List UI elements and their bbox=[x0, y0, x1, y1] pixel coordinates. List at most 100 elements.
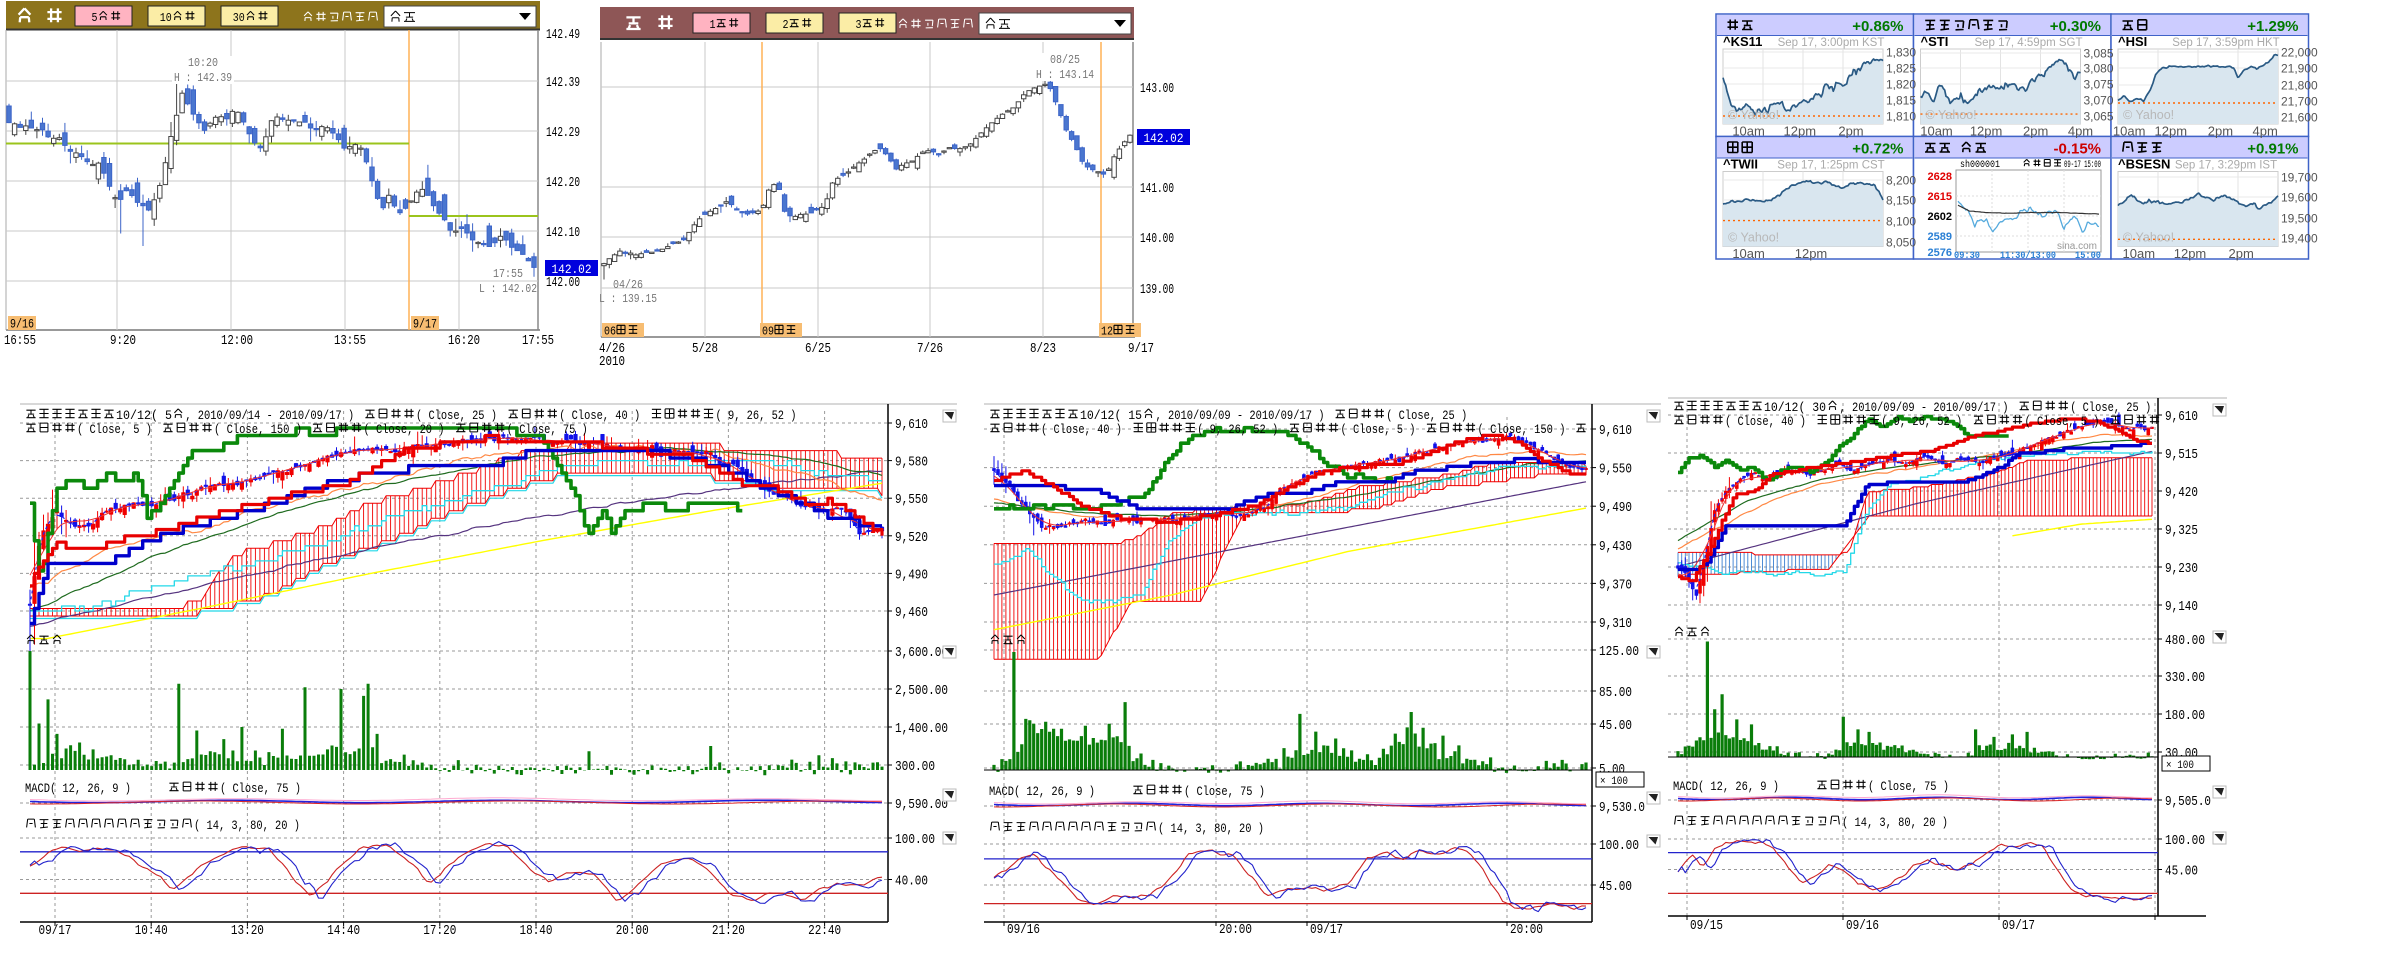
svg-text:9,610: 9,610 bbox=[2165, 410, 2198, 425]
svg-text:+0.72%: +0.72% bbox=[1852, 141, 1903, 158]
svg-text:1: 1 bbox=[710, 18, 716, 32]
svg-text:17:20: 17:20 bbox=[423, 924, 456, 939]
svg-text:2pm: 2pm bbox=[1838, 124, 1863, 139]
svg-text:10:20: 10:20 bbox=[188, 56, 218, 70]
svg-text:5: 5 bbox=[92, 11, 98, 25]
svg-text:MACD( 12, 26, 9 ): MACD( 12, 26, 9 ) bbox=[989, 785, 1095, 799]
svg-text:9/16: 9/16 bbox=[10, 318, 34, 332]
svg-text:4pm: 4pm bbox=[2253, 124, 2278, 139]
svg-text:3,085: 3,085 bbox=[2084, 47, 2114, 61]
svg-text:8/23: 8/23 bbox=[1030, 342, 1056, 357]
svg-text:© Yahoo!: © Yahoo! bbox=[2123, 108, 2174, 122]
svg-text:10am: 10am bbox=[1732, 246, 1765, 261]
svg-text:15:00: 15:00 bbox=[2075, 250, 2101, 262]
svg-text:16:20: 16:20 bbox=[448, 334, 480, 349]
svg-text:30: 30 bbox=[233, 11, 245, 25]
svg-text:( Close, 20 ): ( Close, 20 ) bbox=[364, 423, 445, 437]
svg-text:H : 142.39: H : 142.39 bbox=[174, 71, 232, 85]
svg-text:2,500.00: 2,500.00 bbox=[895, 684, 948, 699]
svg-text:9,610: 9,610 bbox=[1599, 424, 1632, 439]
svg-text:09/17: 09/17 bbox=[1310, 923, 1343, 938]
svg-text:12pm: 12pm bbox=[1970, 124, 2003, 139]
svg-text:9,505.0: 9,505.0 bbox=[2165, 795, 2211, 810]
svg-text:20:00: 20:00 bbox=[616, 924, 649, 939]
svg-text:7/26: 7/26 bbox=[917, 342, 943, 357]
svg-text:Sep 17, 3:59pm HKT: Sep 17, 3:59pm HKT bbox=[2172, 37, 2279, 49]
svg-text:Sep 17, 3:00pm KST: Sep 17, 3:00pm KST bbox=[1778, 37, 1885, 49]
svg-text:9,490: 9,490 bbox=[895, 568, 928, 583]
svg-text:© Yahoo!: © Yahoo! bbox=[1728, 108, 1779, 122]
svg-text:40.00: 40.00 bbox=[895, 875, 928, 890]
svg-text:2589: 2589 bbox=[1928, 231, 1952, 243]
svg-text:19,400: 19,400 bbox=[2281, 232, 2318, 246]
svg-text:06: 06 bbox=[604, 326, 616, 339]
svg-text:10am: 10am bbox=[1732, 124, 1765, 139]
svg-text:^STI: ^STI bbox=[1921, 34, 1949, 49]
svg-text:9,325: 9,325 bbox=[2165, 524, 2198, 539]
svg-text:( Close, 5 ): ( Close, 5 ) bbox=[2025, 415, 2100, 429]
svg-text:( Close, 25 ): ( Close, 25 ) bbox=[1386, 409, 1467, 423]
svg-text:( 9, 26, 52 ): ( 9, 26, 52 ) bbox=[1881, 415, 1962, 429]
svg-text:Sep 17, 4:59pm SGT: Sep 17, 4:59pm SGT bbox=[1974, 37, 2082, 49]
svg-text:( Close, 75 ): ( Close, 75 ) bbox=[220, 782, 301, 796]
svg-text:9,515: 9,515 bbox=[2165, 448, 2198, 463]
svg-text:22:40: 22:40 bbox=[808, 924, 841, 939]
svg-text:1,830: 1,830 bbox=[1886, 46, 1916, 60]
svg-text:2: 2 bbox=[783, 18, 789, 32]
svg-text:16:55: 16:55 bbox=[4, 334, 36, 349]
svg-text:330.00: 330.00 bbox=[2165, 671, 2205, 686]
svg-text:2010: 2010 bbox=[599, 355, 625, 370]
svg-text:3,080: 3,080 bbox=[2084, 62, 2114, 76]
svg-text:( Close, 25 ): ( Close, 25 ) bbox=[2070, 401, 2151, 415]
svg-text:( 14, 3, 80, 20 ): ( 14, 3, 80, 20 ) bbox=[1158, 822, 1264, 836]
svg-text:180.00: 180.00 bbox=[2165, 709, 2205, 724]
svg-text:12pm: 12pm bbox=[1795, 246, 1828, 261]
svg-text:( Close, 40 ): ( Close, 40 ) bbox=[1725, 415, 1806, 429]
svg-text:21,900: 21,900 bbox=[2281, 62, 2318, 76]
svg-text:© Yahoo!: © Yahoo! bbox=[2123, 231, 2174, 245]
svg-text:3,075: 3,075 bbox=[2084, 78, 2114, 92]
svg-text:8,200: 8,200 bbox=[1886, 174, 1916, 188]
svg-text:142.02: 142.02 bbox=[552, 262, 592, 277]
svg-text:18:40: 18:40 bbox=[520, 924, 553, 939]
svg-text:2pm: 2pm bbox=[2229, 246, 2254, 261]
svg-text:10am: 10am bbox=[2123, 246, 2156, 261]
svg-text:L : 139.15: L : 139.15 bbox=[599, 292, 657, 306]
svg-text:85.00: 85.00 bbox=[1599, 686, 1632, 701]
svg-text:13:55: 13:55 bbox=[334, 334, 366, 349]
svg-text:09/16: 09/16 bbox=[1007, 923, 1040, 938]
svg-text:12pm: 12pm bbox=[1784, 124, 1817, 139]
svg-text:142.10: 142.10 bbox=[546, 226, 580, 241]
svg-text:100.00: 100.00 bbox=[895, 833, 935, 848]
svg-text:4pm: 4pm bbox=[2068, 124, 2093, 139]
svg-text:19,500: 19,500 bbox=[2281, 212, 2318, 226]
svg-text:H : 143.14: H : 143.14 bbox=[1036, 68, 1094, 82]
svg-text:21,600: 21,600 bbox=[2281, 111, 2318, 125]
svg-text:sh000001: sh000001 bbox=[1960, 159, 2000, 171]
svg-text:11:30/13:00: 11:30/13:00 bbox=[2000, 250, 2056, 262]
svg-text:1,825: 1,825 bbox=[1886, 62, 1916, 76]
svg-text:100.00: 100.00 bbox=[2165, 834, 2205, 849]
svg-text:22,000: 22,000 bbox=[2281, 46, 2318, 60]
svg-text:10:40: 10:40 bbox=[135, 924, 168, 939]
svg-text:, 2010/09/14 - 2010/09/17 ): , 2010/09/14 - 2010/09/17 ) bbox=[185, 409, 354, 423]
svg-text:12pm: 12pm bbox=[2174, 246, 2207, 261]
svg-text:142.02: 142.02 bbox=[1144, 131, 1184, 146]
svg-text:MACD( 12, 26, 9 ): MACD( 12, 26, 9 ) bbox=[1673, 780, 1779, 794]
svg-text:12: 12 bbox=[1101, 326, 1113, 339]
svg-text:9,310: 9,310 bbox=[1599, 617, 1632, 632]
svg-text:10: 10 bbox=[160, 11, 172, 25]
svg-text:21:20: 21:20 bbox=[712, 924, 745, 939]
svg-text:08/25: 08/25 bbox=[1050, 53, 1080, 67]
svg-text:× 100: × 100 bbox=[2166, 760, 2194, 772]
svg-text:( 14, 3, 80, 20 ): ( 14, 3, 80, 20 ) bbox=[194, 819, 300, 833]
svg-text:14:40: 14:40 bbox=[327, 924, 360, 939]
svg-text:139.00: 139.00 bbox=[1140, 283, 1174, 298]
svg-text:2pm: 2pm bbox=[2023, 124, 2048, 139]
svg-text:19,600: 19,600 bbox=[2281, 191, 2318, 205]
svg-text:Sep 17, 3:29pm IST: Sep 17, 3:29pm IST bbox=[2175, 160, 2277, 172]
svg-text:9,550: 9,550 bbox=[1599, 463, 1632, 478]
svg-text:142.39: 142.39 bbox=[546, 76, 580, 91]
svg-text:19,700: 19,700 bbox=[2281, 171, 2318, 185]
svg-text:9,420: 9,420 bbox=[2165, 486, 2198, 501]
